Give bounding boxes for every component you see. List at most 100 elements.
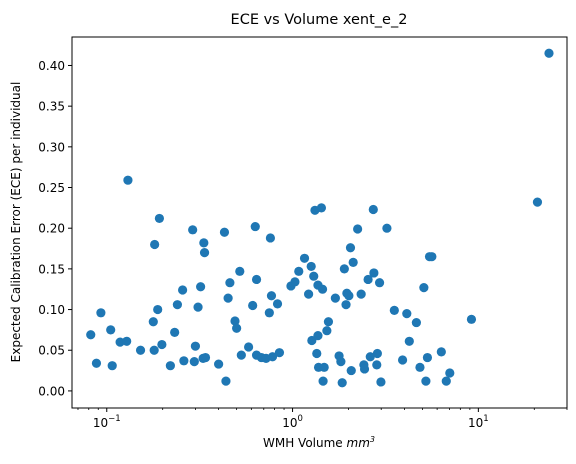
- data-point: [415, 362, 425, 372]
- data-point: [188, 225, 198, 235]
- x-tick-label: 101: [468, 414, 489, 430]
- data-point: [157, 339, 167, 350]
- data-point: [345, 243, 356, 253]
- data-point: [107, 361, 117, 371]
- chart-title: ECE vs Volume xent_e_2: [231, 12, 408, 28]
- data-point: [374, 278, 385, 288]
- data-point: [250, 221, 260, 232]
- y-tick-label: 0.25: [38, 181, 65, 195]
- data-point: [372, 360, 382, 370]
- data-point: [421, 376, 431, 386]
- data-point: [411, 317, 421, 328]
- points-layer: [86, 48, 554, 388]
- data-point: [445, 368, 455, 378]
- data-point: [251, 274, 262, 285]
- data-point: [189, 357, 199, 367]
- data-point: [150, 239, 160, 250]
- data-point: [304, 289, 314, 299]
- data-point: [96, 308, 106, 318]
- data-point: [199, 238, 209, 248]
- y-tick-label: 0.10: [38, 303, 65, 317]
- data-point: [274, 348, 285, 358]
- data-point: [199, 248, 210, 258]
- data-point: [318, 376, 328, 386]
- data-point: [178, 285, 188, 295]
- data-point: [200, 352, 211, 363]
- data-point: [313, 330, 323, 341]
- data-point: [339, 264, 349, 274]
- data-point: [427, 252, 437, 262]
- data-point: [466, 314, 477, 324]
- data-point: [214, 359, 224, 369]
- data-point: [376, 377, 386, 387]
- data-point: [235, 266, 245, 276]
- data-point: [221, 376, 231, 386]
- data-point: [359, 364, 370, 374]
- x-axis: 10−1 100 101: [77, 408, 568, 430]
- y-axis-label: Expected Calibration Error (ECE) per ind…: [9, 82, 23, 363]
- data-point: [337, 378, 347, 388]
- data-point: [86, 330, 96, 340]
- x-axis-label-unit: mm: [347, 436, 370, 450]
- x-axis-label-text: WMH Volume: [263, 436, 347, 450]
- data-point: [419, 282, 429, 293]
- data-point: [272, 299, 283, 309]
- data-point: [441, 376, 451, 386]
- data-point: [316, 203, 327, 213]
- x-axis-label-exponent: 3: [370, 435, 375, 444]
- data-point: [363, 274, 373, 285]
- data-point: [532, 197, 543, 207]
- y-tick-label: 0.20: [38, 222, 65, 236]
- data-point: [232, 323, 242, 333]
- y-axis: 0.00 0.05 0.10 0.15 0.20 0.25 0.30 0.35 0.40: [38, 59, 72, 398]
- data-point: [307, 335, 317, 346]
- data-point: [135, 345, 146, 355]
- data-point: [346, 365, 356, 376]
- data-point: [369, 268, 379, 278]
- y-tick-label: 0.15: [38, 262, 65, 276]
- data-point: [336, 357, 346, 367]
- data-point: [223, 293, 233, 303]
- x-tick-label: 100: [282, 414, 303, 430]
- data-point: [372, 348, 382, 359]
- data-point: [402, 309, 412, 319]
- data-point: [389, 305, 399, 315]
- data-point: [365, 352, 375, 362]
- data-point: [422, 352, 433, 363]
- data-point: [348, 257, 358, 267]
- data-point: [196, 282, 206, 292]
- data-point: [123, 175, 133, 185]
- data-point: [148, 317, 158, 327]
- data-point: [153, 304, 163, 315]
- data-point: [397, 355, 408, 365]
- data-point: [106, 325, 116, 335]
- data-point: [319, 362, 329, 372]
- data-point: [170, 327, 180, 337]
- data-point: [225, 278, 235, 288]
- data-point: [265, 233, 276, 243]
- data-point: [266, 291, 277, 301]
- data-point: [344, 291, 354, 301]
- data-point: [299, 253, 310, 263]
- data-point: [267, 352, 278, 362]
- data-point: [165, 361, 175, 371]
- data-point: [306, 261, 316, 272]
- data-point: [193, 302, 203, 312]
- y-tick-label: 0.00: [38, 384, 65, 398]
- data-point: [122, 336, 132, 346]
- y-tick-label: 0.40: [38, 59, 65, 73]
- data-point: [236, 350, 246, 360]
- data-point: [356, 289, 366, 299]
- data-point: [309, 271, 319, 281]
- data-point: [330, 293, 340, 303]
- y-tick-label: 0.30: [38, 140, 65, 154]
- data-point: [172, 300, 182, 310]
- data-point: [368, 204, 378, 215]
- data-point: [353, 224, 363, 234]
- data-point: [230, 316, 240, 326]
- data-point: [248, 300, 258, 311]
- data-point: [190, 341, 201, 351]
- data-point: [323, 317, 334, 327]
- data-point: [149, 345, 159, 355]
